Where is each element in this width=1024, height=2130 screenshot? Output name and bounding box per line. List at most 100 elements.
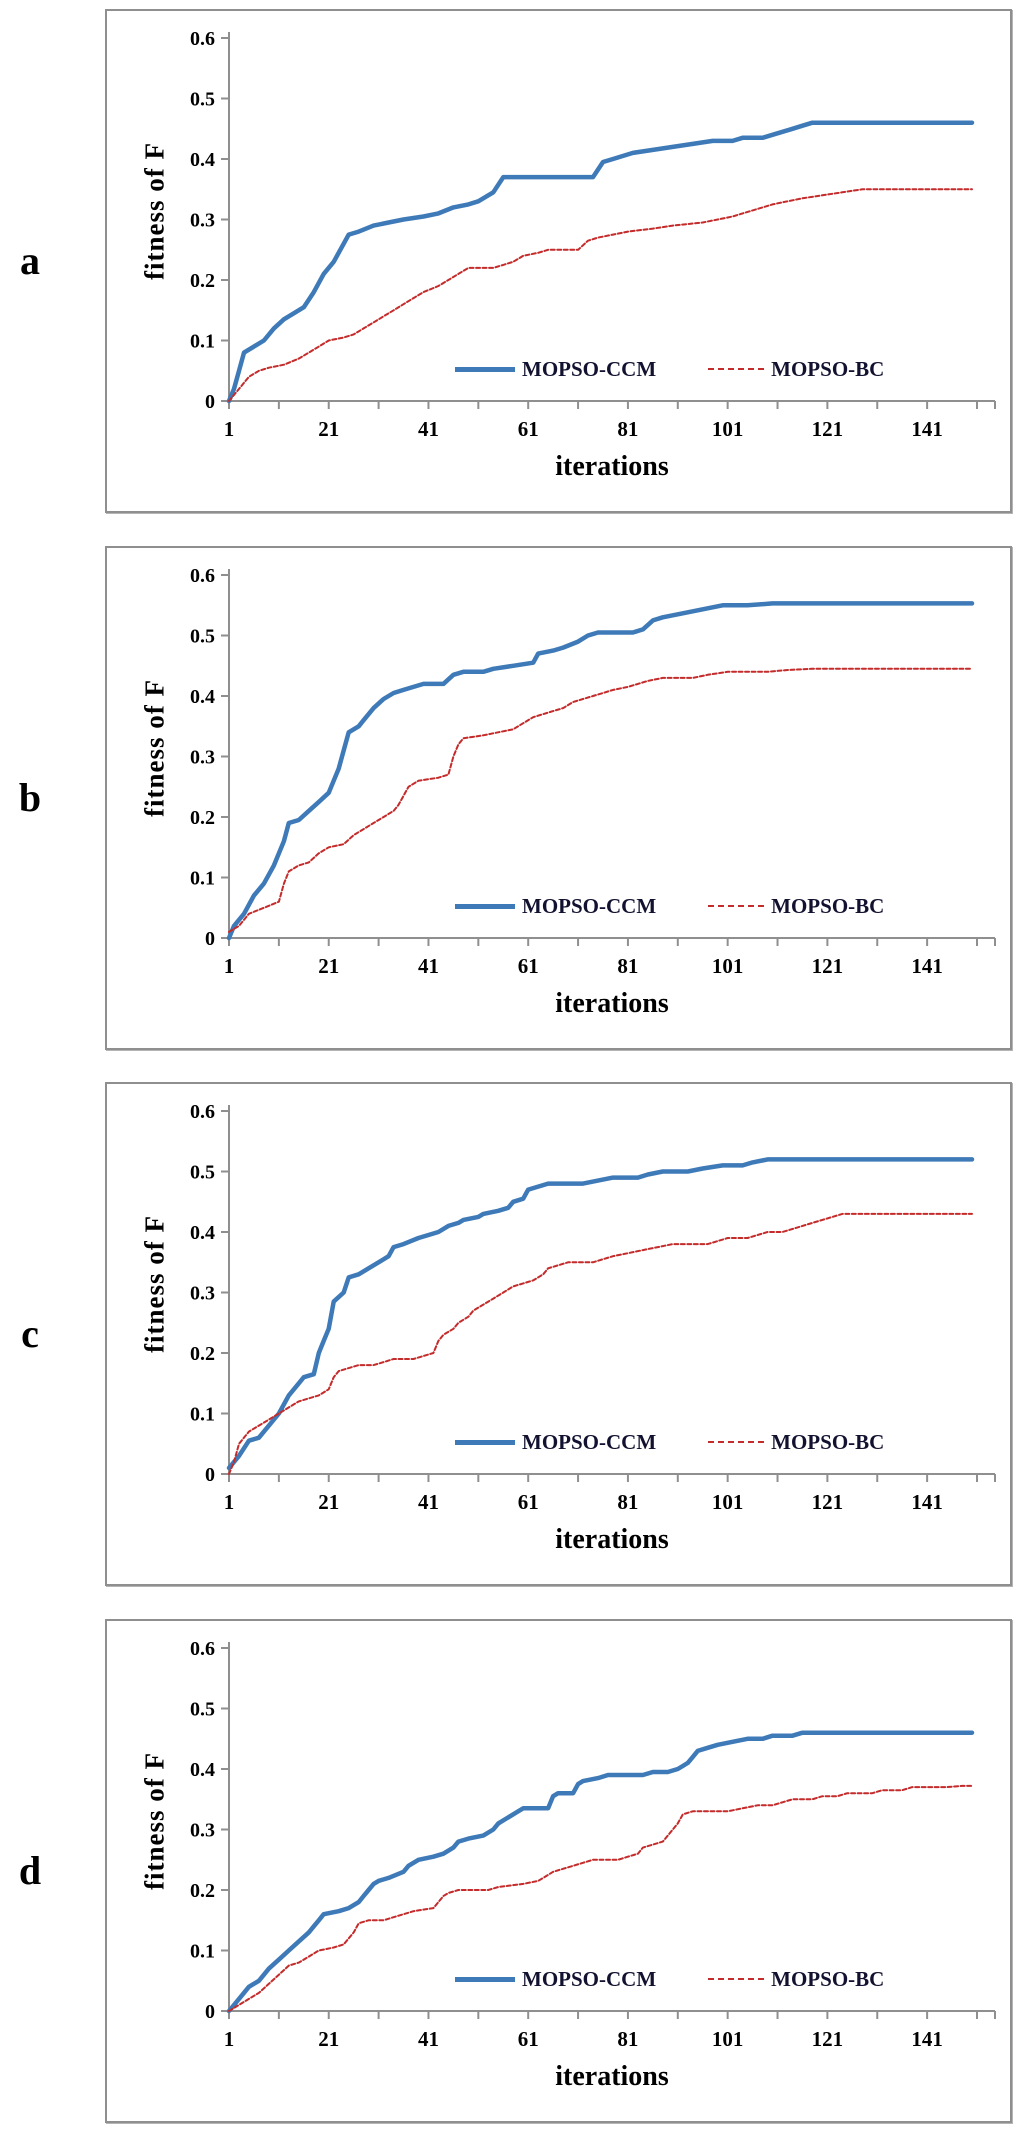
series-line-mopso-bc <box>228 667 973 933</box>
x-tick-label: 141 <box>911 1490 943 1514</box>
line-chart-c: 00.10.20.30.40.50.61 21 41 61 81 101 121 141 <box>190 1101 996 1514</box>
x-tick-label: 1 <box>224 417 235 441</box>
line-chart-d: 00.10.20.30.40.50.61 21 41 61 81 101 121 141 <box>190 1638 996 2051</box>
series-line-mopso-ccm <box>226 1730 975 2014</box>
series-line-mopso-bc <box>228 188 973 402</box>
x-tick-label: 41 <box>418 1490 439 1514</box>
x-tick-label: 41 <box>418 954 439 978</box>
y-tick-label: 0.6 <box>190 565 215 587</box>
x-tick-label: 21 <box>318 417 339 441</box>
panel-label-c: c <box>21 1311 39 1356</box>
x-tick-label: 61 <box>518 954 539 978</box>
legend-label-mopso-ccm: MOPSO-CCM <box>522 1429 657 1454</box>
series-line-mopso-bc <box>228 1784 973 2012</box>
chart-panel-d: fitness of F 0 0.1 0.2 0.3 0.4 0.5 0.6 1 21 41 61 8… <box>105 1619 1012 2123</box>
legend-label-mopso-bc: MOPSO-BC <box>771 1429 885 1454</box>
y-tick-label: 0.5 <box>190 89 215 111</box>
x-tick-label: 41 <box>418 417 439 441</box>
x-tick-label: 141 <box>911 417 943 441</box>
x-axis-title: iterations <box>555 988 669 1019</box>
series-line-mopso-ccm <box>226 1157 975 1471</box>
y-tick-label: 0.1 <box>190 1404 215 1426</box>
legend-label-mopso-bc: MOPSO-BC <box>771 893 885 918</box>
legend-label-mopso-bc: MOPSO-BC <box>771 1966 885 1991</box>
chart-panel-b: fitness of F 0 0.1 0.2 0.3 0.4 0.5 0.6 1 21 41 61 8… <box>105 546 1012 1050</box>
legend-line-mopso-ccm-icon <box>455 1976 515 1982</box>
x-tick-label: 101 <box>712 417 744 441</box>
y-tick-label: 0.6 <box>190 1101 215 1123</box>
x-tick-label: 61 <box>518 1490 539 1514</box>
y-tick-label: 0 <box>205 2001 215 2023</box>
y-tick-label: 0.3 <box>190 210 215 232</box>
y-tick-label: 0.3 <box>190 1283 215 1305</box>
chart-panel-a: fitness of F 0 0.1 0.2 0.3 0.4 0.5 0.6 1 21 41 61 8… <box>105 9 1012 513</box>
y-tick-label: 0.2 <box>190 807 215 829</box>
y-tick-label: 0.1 <box>190 331 215 353</box>
x-tick-label: 21 <box>318 954 339 978</box>
y-tick-label: 0.4 <box>190 686 215 708</box>
panel-label-a: a <box>20 238 40 283</box>
x-tick-label: 121 <box>812 417 844 441</box>
x-tick-label: 61 <box>518 417 539 441</box>
legend: MOPSO-CCM MOPSO-BC <box>455 1428 884 1456</box>
chart-panel-c: fitness of F 0 0.1 0.2 0.3 0.4 0.5 0.6 1 21 41 61 8… <box>105 1082 1012 1586</box>
x-tick-label: 41 <box>418 2027 439 2051</box>
x-tick-label: 101 <box>712 2027 744 2051</box>
legend-line-mopso-bc-icon <box>708 1441 765 1443</box>
line-chart-a: 00.10.20.30.40.50.61 21 41 61 81 101 121 141 <box>190 28 996 441</box>
legend-line-mopso-bc-icon <box>708 1978 765 1980</box>
legend-label-mopso-ccm: MOPSO-CCM <box>522 356 657 381</box>
series-line-mopso-ccm <box>226 601 975 941</box>
x-tick-label: 1 <box>224 2027 235 2051</box>
y-tick-label: 0 <box>205 1464 215 1486</box>
line-chart-b: 00.10.20.30.40.50.61 21 41 61 81 101 121 141 <box>190 565 996 978</box>
x-tick-label: 21 <box>318 2027 339 2051</box>
panel-label-b: b <box>18 775 42 820</box>
x-axis-title: iterations <box>555 2061 669 2092</box>
y-tick-label: 0.4 <box>190 1759 215 1781</box>
legend-label-mopso-ccm: MOPSO-CCM <box>522 1966 657 1991</box>
y-tick-label: 0.2 <box>190 1880 215 1902</box>
x-tick-label: 121 <box>812 954 844 978</box>
x-tick-label: 81 <box>617 1490 638 1514</box>
x-tick-label: 81 <box>617 954 638 978</box>
y-tick-label: 0.1 <box>190 868 215 890</box>
legend: MOPSO-CCM MOPSO-BC <box>455 355 884 383</box>
y-tick-label: 0.6 <box>190 1638 215 1660</box>
x-tick-label: 121 <box>812 1490 844 1514</box>
series-line-mopso-bc <box>228 1212 973 1475</box>
legend-line-mopso-ccm-icon <box>455 903 515 909</box>
x-tick-label: 1 <box>224 1490 235 1514</box>
y-tick-label: 0.5 <box>190 626 215 648</box>
x-tick-label: 141 <box>911 2027 943 2051</box>
y-tick-label: 0.2 <box>190 270 215 292</box>
series-line-mopso-ccm <box>226 120 975 404</box>
y-tick-label: 0.1 <box>190 1941 215 1963</box>
x-tick-label: 101 <box>712 1490 744 1514</box>
legend: MOPSO-CCM MOPSO-BC <box>455 892 884 920</box>
legend-label-mopso-ccm: MOPSO-CCM <box>522 893 657 918</box>
y-tick-label: 0 <box>205 928 215 950</box>
y-tick-label: 0.4 <box>190 1222 215 1244</box>
legend-line-mopso-bc-icon <box>708 905 765 907</box>
x-tick-label: 141 <box>911 954 943 978</box>
y-tick-label: 0 <box>205 391 215 413</box>
legend-line-mopso-ccm-icon <box>455 1439 515 1445</box>
legend-label-mopso-bc: MOPSO-BC <box>771 356 885 381</box>
x-tick-label: 121 <box>812 2027 844 2051</box>
x-tick-label: 1 <box>224 954 235 978</box>
y-tick-label: 0.4 <box>190 149 215 171</box>
y-tick-label: 0.5 <box>190 1699 215 1721</box>
x-tick-label: 81 <box>617 2027 638 2051</box>
panel-label-d: d <box>18 1848 42 1893</box>
y-tick-label: 0.5 <box>190 1162 215 1184</box>
y-tick-label: 0.2 <box>190 1343 215 1365</box>
x-axis-title: iterations <box>555 1524 669 1555</box>
x-axis-title: iterations <box>555 451 669 482</box>
y-tick-label: 0.3 <box>190 1820 215 1842</box>
legend-line-mopso-ccm-icon <box>455 366 515 372</box>
legend: MOPSO-CCM MOPSO-BC <box>455 1965 884 1993</box>
x-tick-label: 61 <box>518 2027 539 2051</box>
x-tick-label: 21 <box>318 1490 339 1514</box>
